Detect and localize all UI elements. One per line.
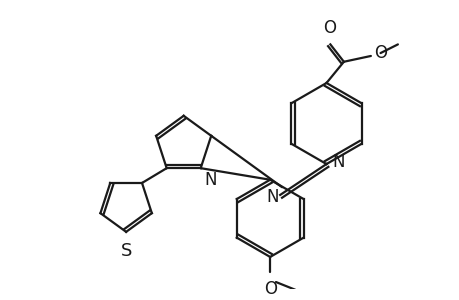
Text: N: N	[204, 171, 217, 189]
Text: N: N	[266, 188, 279, 206]
Text: O: O	[322, 19, 335, 37]
Text: N: N	[331, 153, 344, 171]
Text: O: O	[373, 44, 386, 62]
Text: O: O	[263, 280, 276, 298]
Text: S: S	[120, 242, 132, 260]
